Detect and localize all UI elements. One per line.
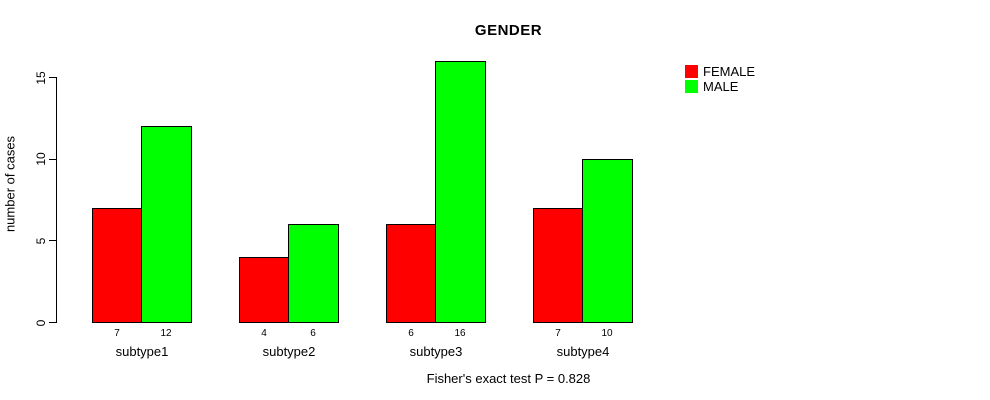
bar-value-label: 16 (454, 328, 466, 339)
bar-value-label: 4 (261, 328, 267, 339)
y-axis-tick-label: 5 (34, 237, 48, 245)
legend-label-female: FEMALE (703, 64, 756, 79)
bar-male-subtype2 (288, 224, 339, 323)
bar-female-subtype3 (386, 224, 437, 323)
y-axis-tick (49, 158, 56, 160)
bar-value-label: 7 (555, 328, 561, 339)
bar-male-subtype4 (582, 158, 633, 323)
legend: FEMALE MALE (685, 64, 755, 94)
bar-male-subtype3 (435, 60, 486, 323)
legend-swatch-male-icon (685, 80, 698, 93)
fisher-test-note: Fisher's exact test P = 0.828 (426, 371, 591, 386)
bar-female-subtype4 (533, 207, 584, 323)
y-axis-tick (49, 77, 56, 78)
chart-title: GENDER (474, 22, 543, 39)
y-axis-line (56, 77, 57, 323)
category-label-subtype1: subtype1 (115, 344, 169, 359)
legend-item-female: FEMALE (685, 64, 755, 79)
y-axis-tick-label: 10 (34, 152, 48, 166)
y-axis-tick (49, 322, 56, 323)
bar-value-label: 12 (160, 328, 172, 339)
bar-value-label: 6 (310, 328, 316, 339)
bar-female-subtype2 (239, 256, 290, 323)
bar-value-label: 10 (601, 328, 613, 339)
bar-male-subtype1 (141, 126, 192, 323)
legend-label-male: MALE (703, 79, 739, 94)
y-axis-tick-label: 15 (34, 70, 48, 85)
bar-female-subtype1 (92, 207, 143, 323)
y-axis-tick-label: 0 (34, 319, 48, 326)
y-axis-label: number of cases (2, 135, 18, 233)
legend-swatch-female-icon (685, 65, 698, 78)
legend-item-male: MALE (685, 79, 755, 94)
category-label-subtype4: subtype4 (556, 344, 610, 359)
y-axis-tick (49, 240, 56, 242)
bar-value-label: 6 (408, 328, 414, 339)
bar-value-label: 7 (114, 328, 120, 339)
category-label-subtype3: subtype3 (409, 344, 463, 359)
category-label-subtype2: subtype2 (262, 344, 316, 359)
